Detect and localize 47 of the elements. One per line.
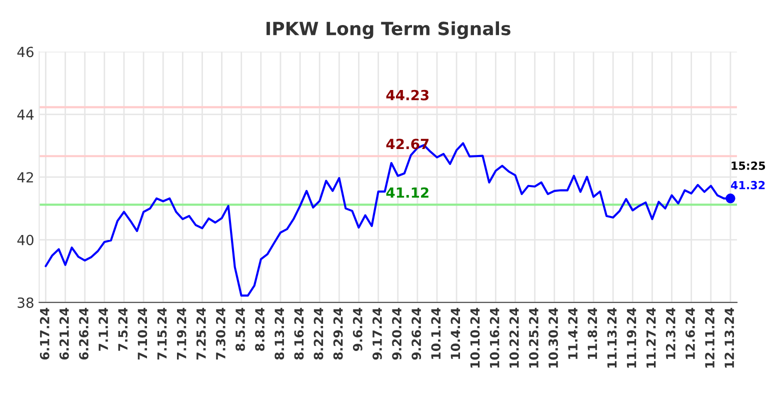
- y-tick-label: 38: [18, 297, 34, 308]
- x-tick-label: 10.30.24: [548, 308, 558, 368]
- x-tick-label: 10.22.24: [509, 308, 519, 368]
- x-tick-label: 6.17.24: [40, 308, 50, 360]
- ref-line-label: 42.67: [386, 138, 429, 150]
- x-tick-label: 11.8.24: [588, 308, 598, 359]
- x-tick-label: 7.5.24: [118, 308, 128, 351]
- chart-title: IPKW Long Term Signals: [266, 21, 510, 39]
- x-tick-label: 11.4.24: [568, 308, 578, 359]
- x-tick-label: 9.17.24: [372, 308, 382, 360]
- annotation: 41.32: [730, 180, 765, 190]
- x-tick-label: 12.6.24: [685, 308, 695, 359]
- x-tick-label: 6.26.24: [79, 308, 88, 360]
- x-tick-label: 7.25.24: [196, 308, 206, 360]
- x-tick-label: 7.1.24: [98, 308, 108, 351]
- x-tick-label: 10.25.24: [528, 308, 538, 368]
- y-tick-label: 44: [17, 110, 34, 120]
- x-tick-label: 11.19.24: [626, 308, 636, 368]
- y-tick-label: 40: [17, 234, 34, 246]
- x-tick-label: 10.4.24: [450, 308, 460, 359]
- x-tick-label: 9.6.24: [352, 308, 362, 351]
- x-tick-label: 8.16.24: [294, 308, 304, 360]
- ref-line-label: 44.23: [386, 90, 429, 100]
- x-tick-label: 7.30.24: [216, 308, 226, 360]
- x-tick-label: 8.5.24: [236, 308, 245, 351]
- annotation: 15:25: [732, 161, 766, 170]
- x-tick-label: 8.22.24: [314, 308, 324, 360]
- x-tick-label: 8.13.24: [274, 308, 284, 360]
- ref-line-label: 41.12: [386, 187, 428, 198]
- x-tick-label: 7.15.24: [157, 308, 167, 360]
- x-tick-label: 11.13.24: [607, 308, 617, 368]
- x-tick-label: 8.29.24: [333, 308, 343, 360]
- x-tick-label: 9.26.24: [412, 308, 422, 360]
- x-tick-label: 10.16.24: [490, 308, 500, 368]
- x-tick-label: 11.27.24: [646, 308, 656, 368]
- x-tick-label: 7.10.24: [138, 308, 148, 360]
- x-tick-label: 8.8.24: [255, 308, 265, 351]
- x-tick-label: 12.3.24: [666, 308, 676, 359]
- y-tick-label: 46: [17, 46, 34, 58]
- x-tick-label: 9.20.24: [392, 308, 402, 360]
- x-tick-label: 6.21.24: [59, 308, 69, 360]
- x-tick-label: 12.11.24: [705, 308, 714, 368]
- x-tick-label: 7.19.24: [176, 308, 186, 360]
- x-tick-label: 10.10.24: [470, 308, 480, 368]
- y-tick-label: 42: [17, 172, 33, 182]
- x-tick-label: 12.13.24: [724, 308, 734, 368]
- x-tick-label: 10.1.24: [431, 308, 441, 359]
